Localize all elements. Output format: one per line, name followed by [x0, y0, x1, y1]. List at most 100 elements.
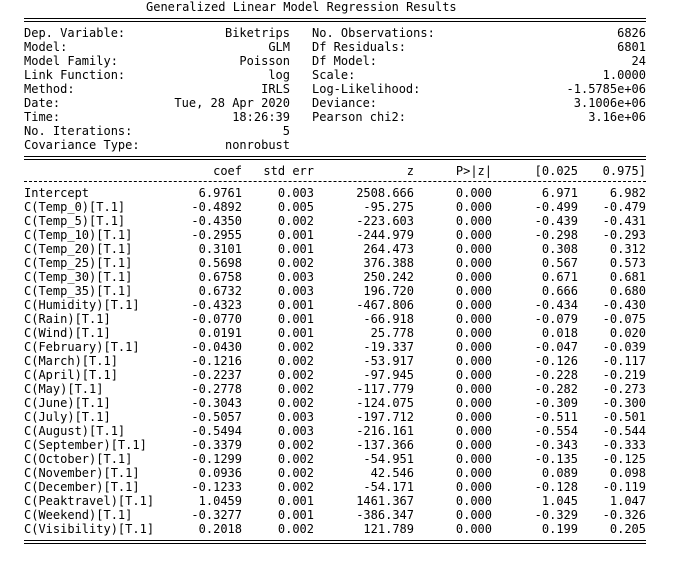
coefficient-row: C(March)[T.1] -0.1216 0.002 -53.917 0.000 -0.… [24, 354, 646, 368]
coefficient-row: C(April)[T.1] -0.2237 0.002 -97.945 0.000 -0.… [24, 368, 646, 382]
coef-z: -244.979 [356, 228, 414, 242]
coefficient-row: C(Visibility)[T.1] 0.2018 0.002 121.789 0.00… [24, 522, 646, 536]
coef-ci-upper: 0.312 [609, 242, 646, 256]
header-p-value: P>|z| [455, 164, 492, 178]
coef-p-value: 0.000 [455, 466, 492, 480]
summary-right-label: Df Model: [312, 54, 378, 68]
coefficient-row: C(Temp_35)[T.1] 0.6732 0.003 196.720 0.000 0.… [24, 284, 646, 298]
coef-z: 121.789 [363, 522, 414, 536]
summary-left-value: GLM [268, 40, 290, 54]
coef-p-value: 0.000 [455, 522, 492, 536]
coef-value: -0.0430 [191, 340, 242, 354]
coef-z: -223.603 [356, 214, 414, 228]
summary-left-label: Dep. Variable: [24, 26, 126, 40]
coef-z: -137.366 [356, 438, 414, 452]
summary-right-value [500, 124, 646, 138]
coef-std-err: 0.002 [277, 214, 314, 228]
coef-z: -54.171 [363, 480, 414, 494]
coef-ci-lower: 0.671 [541, 270, 578, 284]
coefficient-row: C(September)[T.1] -0.3379 0.002 -137.366 0.0… [24, 438, 646, 452]
coef-ci-lower: 0.199 [541, 522, 578, 536]
coef-z: 42.546 [370, 466, 414, 480]
summary-left-label: Method: [24, 82, 75, 96]
summary-left-label: Time: [24, 110, 61, 124]
coef-p-value: 0.000 [455, 494, 492, 508]
coef-std-err: 0.002 [277, 256, 314, 270]
coef-value: -0.5494 [191, 424, 242, 438]
coef-ci-upper: 0.020 [609, 326, 646, 340]
coef-p-value: 0.000 [455, 200, 492, 214]
coef-p-value: 0.000 [455, 438, 492, 452]
coef-value: 0.3101 [198, 242, 242, 256]
coef-std-err: 0.002 [277, 522, 314, 536]
top-double-rule [24, 18, 646, 22]
summary-right-value: 6801 [617, 40, 646, 54]
coef-ci-lower: 0.666 [541, 284, 578, 298]
summary-gap [290, 138, 312, 152]
coef-p-value: 0.000 [455, 340, 492, 354]
coef-z: 25.778 [370, 326, 414, 340]
coef-ci-upper: -0.119 [602, 480, 646, 494]
summary-gap [290, 68, 312, 82]
coef-z: -124.075 [356, 396, 414, 410]
summary-gap [290, 110, 312, 124]
coef-value: 0.2018 [198, 522, 242, 536]
coef-value: 0.0936 [198, 466, 242, 480]
coefficient-header-row: coef std err z P>|z| [0.025 0.975] [24, 164, 646, 178]
coef-z: -197.712 [356, 410, 414, 424]
coef-variable-name: C(Wind)[T.1] [24, 326, 111, 340]
coef-p-value: 0.000 [455, 368, 492, 382]
coef-ci-upper: 0.098 [609, 466, 646, 480]
summary-gap [290, 54, 312, 68]
coef-ci-lower: -0.126 [534, 354, 578, 368]
coef-p-value: 0.000 [455, 228, 492, 242]
summary-gap [290, 40, 312, 54]
report-title: Generalized Linear Model Regression Resu… [146, 0, 457, 14]
coefficient-row: C(Temp_25)[T.1] 0.5698 0.002 376.388 0.000 0.… [24, 256, 646, 270]
summary-left-value: Tue, 28 Apr 2020 [174, 96, 290, 110]
coef-z: 264.473 [363, 242, 414, 256]
coef-variable-name: C(November)[T.1] [24, 466, 140, 480]
mid-double-rule [24, 156, 646, 160]
coefficient-table: Intercept 6.9761 0.003 2508.666 0.000 6.971 6.… [24, 186, 646, 536]
coef-p-value: 0.000 [455, 186, 492, 200]
header-ci-lower: [0.025 [534, 164, 578, 178]
coefficient-row: C(Temp_20)[T.1] 0.3101 0.001 264.473 0.000 0.… [24, 242, 646, 256]
coef-ci-lower: -0.434 [534, 298, 578, 312]
coef-value: -0.4323 [191, 298, 242, 312]
coef-ci-upper: -0.219 [602, 368, 646, 382]
summary-row: Dep. Variable: Biketrips No. Observations:… [24, 26, 646, 40]
coef-variable-name: C(March)[T.1] [24, 354, 118, 368]
header-dashed-rule [24, 181, 646, 182]
coef-value: -0.1216 [191, 354, 242, 368]
coefficient-row: C(December)[T.1] -0.1233 0.002 -54.171 0.000… [24, 480, 646, 494]
coef-ci-upper: -0.125 [602, 452, 646, 466]
coef-ci-lower: -0.079 [534, 312, 578, 326]
coef-variable-name: C(Temp_20)[T.1] [24, 242, 133, 256]
coef-value: -0.4350 [191, 214, 242, 228]
coef-std-err: 0.001 [277, 494, 314, 508]
summary-left-label: Model: [24, 40, 68, 54]
coef-p-value: 0.000 [455, 508, 492, 522]
coefficient-row: C(Temp_30)[T.1] 0.6758 0.003 250.242 0.000 0.… [24, 270, 646, 284]
coef-ci-upper: 0.681 [609, 270, 646, 284]
header-variable [24, 164, 184, 178]
summary-right-value: 3.1006e+06 [573, 96, 646, 110]
summary-right-value: 6826 [617, 26, 646, 40]
coef-value: 0.0191 [198, 326, 242, 340]
coef-value: -0.0770 [191, 312, 242, 326]
coef-std-err: 0.002 [277, 368, 314, 382]
coef-variable-name: C(Temp_5)[T.1] [24, 214, 126, 228]
coefficient-row: C(Temp_10)[T.1] -0.2955 0.001 -244.979 0.000… [24, 228, 646, 242]
coef-variable-name: C(Peaktravel)[T.1] [24, 494, 155, 508]
coef-std-err: 0.002 [277, 466, 314, 480]
coef-ci-lower: -0.439 [534, 214, 578, 228]
coef-ci-lower: -0.309 [534, 396, 578, 410]
coef-ci-lower: -0.298 [534, 228, 578, 242]
summary-right-label: No. Observations: [312, 26, 435, 40]
coef-z: 250.242 [363, 270, 414, 284]
coef-variable-name: C(February)[T.1] [24, 340, 140, 354]
coef-ci-lower: 6.971 [541, 186, 578, 200]
coef-ci-lower: -0.282 [534, 382, 578, 396]
summary-right-value: -1.5785e+06 [566, 82, 646, 96]
